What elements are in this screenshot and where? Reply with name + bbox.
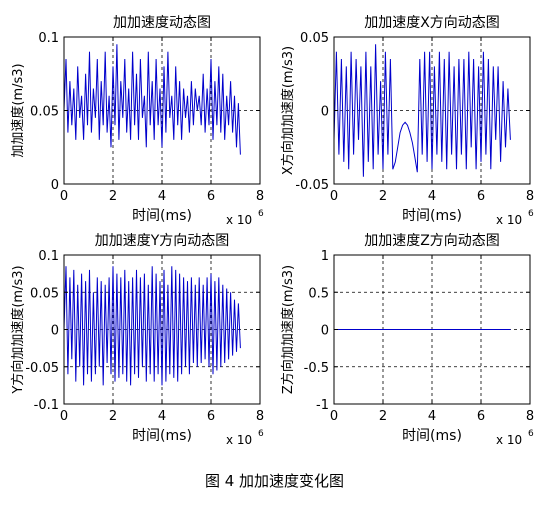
x-tick-label: 8 (256, 189, 264, 204)
series-line-1 (63, 266, 241, 386)
x-exponent-label: x 10 (496, 433, 522, 447)
y-tick-label: 0.05 (300, 31, 329, 46)
x-axis-label: 时间(ms) (402, 208, 462, 224)
y-axis-label: 加加速度(m/s3) (10, 63, 26, 157)
y-tick-label: 0.05 (30, 105, 59, 120)
x-tick-label: 6 (207, 189, 215, 204)
y-tick-label: -1 (316, 398, 329, 413)
x-tick-label: 0 (60, 189, 68, 204)
x-tick-label: 6 (477, 409, 485, 424)
x-exponent-value: 6 (258, 429, 264, 439)
x-exponent-value: 6 (528, 429, 534, 439)
x-exponent-label: x 10 (226, 433, 252, 447)
x-tick-label: 4 (158, 409, 166, 424)
chart-title: 加加速度动态图 (113, 15, 211, 31)
x-tick-label: 8 (526, 189, 534, 204)
x-tick-label: 4 (158, 189, 166, 204)
x-axis-label: 时间(ms) (402, 428, 462, 444)
x-exponent-label: x 10 (496, 213, 522, 227)
y-tick-label: 0.1 (38, 249, 59, 264)
chart-title: 加加速度Y方向动态图 (95, 233, 230, 249)
x-tick-label: 6 (477, 189, 485, 204)
series-line-1 (63, 44, 241, 155)
x-exponent-label: x 10 (226, 213, 252, 227)
y-tick-label: -0.5 (304, 361, 329, 376)
x-exponent-value: 6 (258, 209, 264, 219)
x-tick-label: 2 (379, 189, 387, 204)
x-tick-label: 6 (207, 409, 215, 424)
y-tick-label: 0.05 (30, 286, 59, 301)
x-axis-label: 时间(ms) (132, 428, 192, 444)
x-tick-label: 4 (428, 409, 436, 424)
figure-caption: 图 4 加加速度变化图 (204, 472, 345, 490)
x-tick-label: 0 (60, 409, 68, 424)
y-tick-label: 0 (321, 324, 329, 339)
y-axis-label: Z方向加加速度(m/s3) (280, 265, 296, 394)
y-tick-label: 1 (321, 249, 329, 264)
y-tick-label: 0 (51, 324, 59, 339)
x-tick-label: 2 (379, 409, 387, 424)
x-tick-label: 4 (428, 189, 436, 204)
y-axis-label: Y方向加加速度(m/s3) (10, 265, 26, 394)
y-tick-label: 0 (321, 105, 329, 120)
y-tick-label: -0.1 (34, 398, 59, 413)
y-tick-label: 0.1 (38, 31, 59, 46)
x-axis-label: 时间(ms) (132, 208, 192, 224)
x-tick-label: 2 (109, 189, 117, 204)
series-line-1 (333, 44, 511, 177)
x-tick-label: 0 (330, 409, 338, 424)
y-tick-label: -0.05 (25, 361, 59, 376)
y-tick-label: -0.05 (295, 178, 329, 193)
x-tick-label: 8 (526, 409, 534, 424)
y-tick-label: 0.5 (308, 286, 329, 301)
chart-title: 加加速度Z方向动态图 (364, 233, 500, 249)
x-tick-label: 2 (109, 409, 117, 424)
x-exponent-value: 6 (528, 209, 534, 219)
y-axis-label: X方向加加速度(m/s3) (280, 46, 296, 175)
x-tick-label: 0 (330, 189, 338, 204)
x-tick-label: 8 (256, 409, 264, 424)
chart-title: 加加速度X方向动态图 (364, 15, 500, 31)
y-tick-label: 0 (51, 178, 59, 193)
